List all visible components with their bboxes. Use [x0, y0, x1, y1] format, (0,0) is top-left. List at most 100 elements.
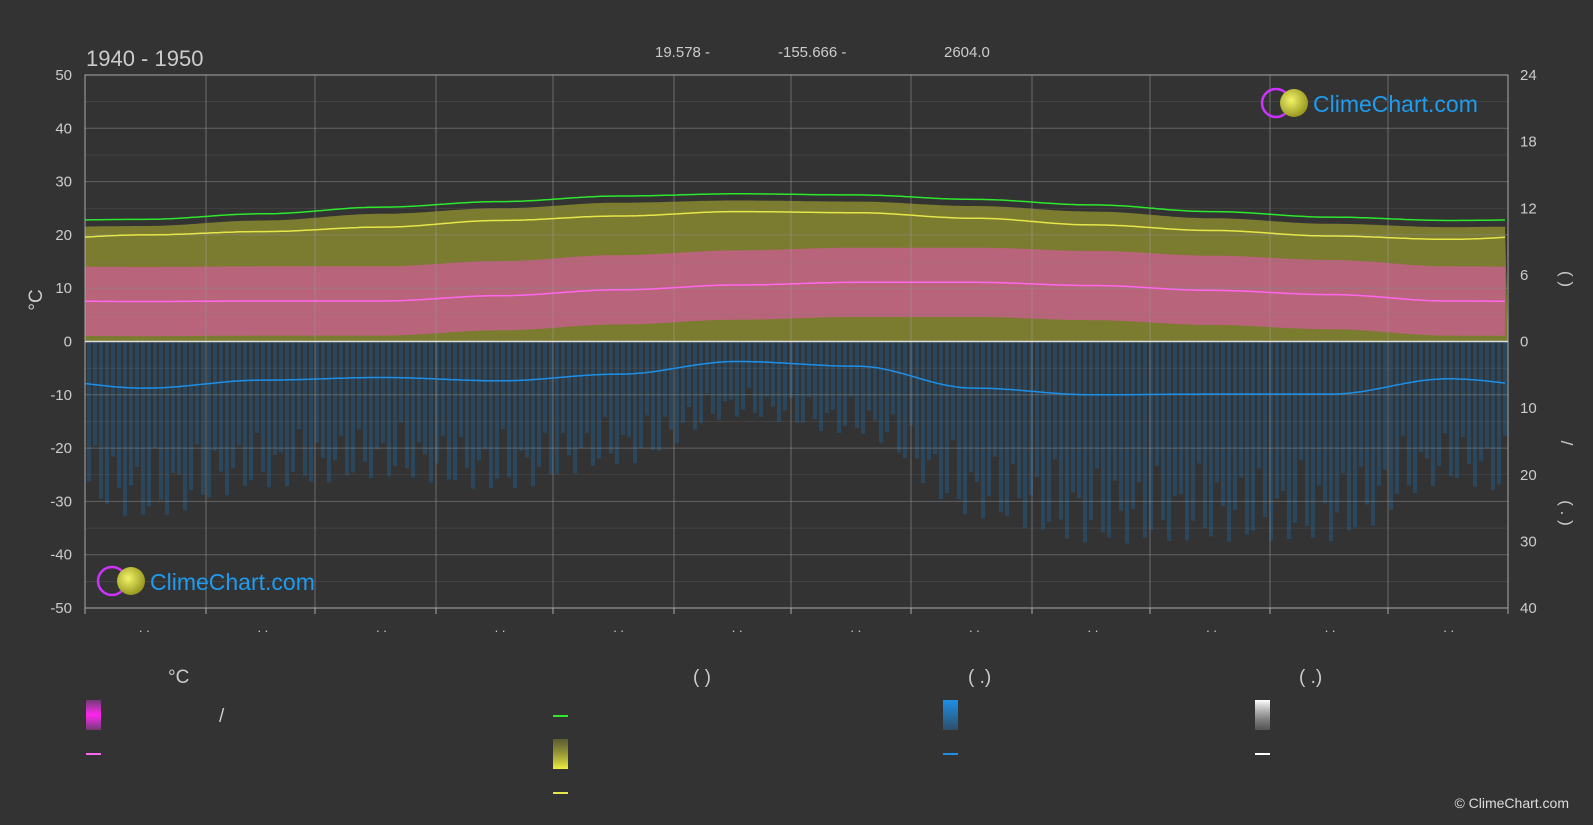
precipitation-mean-line — [84, 360, 1506, 396]
right-tick-label: 18 — [1520, 134, 1537, 151]
right-axis-label-bottom: ( . ) — [1557, 500, 1576, 526]
precipitation-bar — [1113, 341, 1117, 481]
precipitation-bar — [87, 341, 91, 482]
month-tick-label: . . — [139, 620, 150, 635]
precipitation-bar — [435, 341, 439, 464]
precipitation-bar — [477, 341, 481, 461]
precipitation-bar — [981, 341, 985, 519]
legend-temperature-title: °C — [168, 667, 189, 688]
left-tick-label: -30 — [50, 493, 72, 510]
precipitation-bar — [117, 341, 121, 488]
precipitation-bar — [1419, 341, 1423, 453]
precipitation-bar — [339, 341, 343, 436]
precipitation-bar — [1137, 341, 1141, 483]
precipitation-bar — [747, 341, 751, 388]
precipitation-bar — [807, 341, 811, 398]
precipitation-bar — [399, 341, 403, 423]
precipitation-bar — [1425, 341, 1429, 459]
precipitation-bar — [255, 341, 259, 433]
precipitation-bar — [561, 341, 565, 434]
precipitation-bar — [939, 341, 943, 499]
precipitation-bar — [1155, 341, 1159, 466]
precipitation-bar — [1383, 341, 1387, 470]
left-tick-label: 10 — [55, 280, 72, 297]
precipitation-bar — [921, 341, 925, 484]
precipitation-bar — [351, 341, 355, 473]
precipitation-bar — [1293, 341, 1297, 523]
precipitation-bar — [879, 341, 883, 443]
precipitation-bar — [873, 341, 877, 421]
precipitation-bar — [249, 341, 253, 481]
precipitation-bar — [1329, 341, 1333, 542]
precipitation-bar — [699, 341, 703, 424]
precipitation-bar — [897, 341, 901, 453]
precipitation-bar — [963, 341, 967, 515]
precipitation-bar — [1119, 341, 1123, 511]
precipitation-bar — [195, 341, 199, 445]
precipitation-bar — [165, 341, 169, 515]
legend-temperature-range-swatch — [86, 700, 101, 730]
precipitation-bar — [609, 341, 613, 454]
precipitation-bar — [771, 341, 775, 407]
precipitation-bar — [429, 341, 433, 483]
precipitation-bar — [825, 341, 829, 413]
precipitation-bar — [627, 341, 631, 438]
sunshine-line — [84, 210, 1506, 241]
precipitation-bar — [1263, 341, 1267, 517]
precipitation-bar — [867, 341, 871, 411]
precipitation-bar — [207, 341, 211, 498]
grid-layer — [84, 74, 1509, 609]
precipitation-bar — [1053, 341, 1057, 460]
precipitation-bar — [1179, 341, 1183, 495]
precipitation-bar — [1479, 341, 1483, 462]
right-tick-label: 24 — [1520, 67, 1537, 84]
precipitation-bar — [1209, 341, 1213, 537]
precipitation-bar — [243, 341, 247, 487]
precipitation-bar — [159, 341, 163, 500]
precipitation-bar — [1461, 341, 1465, 437]
logo-text: ClimeChart.com — [1313, 91, 1478, 117]
precipitation-bar — [1197, 341, 1201, 464]
precipitation-bar — [831, 341, 835, 410]
precipitation-bar — [891, 341, 895, 415]
precipitation-bar — [573, 341, 577, 474]
precipitation-bar — [1245, 341, 1249, 535]
precipitation-bar — [507, 341, 511, 478]
left-tick-label: 0 — [64, 334, 72, 351]
left-tick-label: 40 — [55, 120, 72, 137]
precipitation-bar — [675, 341, 679, 444]
legend-sunshine-swatch — [553, 739, 568, 769]
legend: °C ( ) ( .) ( .) / — [86, 667, 1322, 794]
precipitation-bar — [267, 341, 271, 488]
precipitation-bar — [1077, 341, 1081, 499]
precipitation-bar — [723, 341, 727, 402]
precipitation-bar — [663, 341, 667, 417]
right-tick-label: 6 — [1520, 267, 1528, 284]
right-tick-label: 30 — [1520, 533, 1537, 550]
precipitation-bar — [375, 341, 379, 450]
precipitation-bar — [495, 341, 499, 479]
precipitation-bar — [1011, 341, 1015, 465]
precipitation-bar — [1491, 341, 1495, 490]
precipitation-bar — [1239, 341, 1243, 478]
precipitation-bar — [1017, 341, 1021, 499]
precipitation-bar — [969, 341, 973, 473]
precipitation-bar — [1191, 341, 1195, 521]
bands-layer — [85, 200, 1508, 544]
left-tick-label: -10 — [50, 387, 72, 404]
precipitation-bar — [309, 341, 313, 482]
precipitation-bar — [513, 341, 517, 489]
precipitation-bar — [1257, 341, 1261, 469]
precipitation-bar — [591, 341, 595, 466]
precipitation-bar — [201, 341, 205, 495]
series-lines — [84, 193, 1506, 396]
legend-snow-swatch — [1255, 700, 1270, 730]
logo-bottom-left: ClimeChart.com — [96, 565, 315, 597]
precipitation-bar — [1371, 341, 1375, 526]
precipitation-bar — [327, 341, 331, 483]
logo-sun-icon — [117, 567, 145, 595]
precipitation-bar — [999, 341, 1003, 513]
month-tick-label: . . — [495, 620, 506, 635]
precipitation-bar — [603, 341, 607, 417]
precipitation-bar — [1173, 341, 1177, 496]
